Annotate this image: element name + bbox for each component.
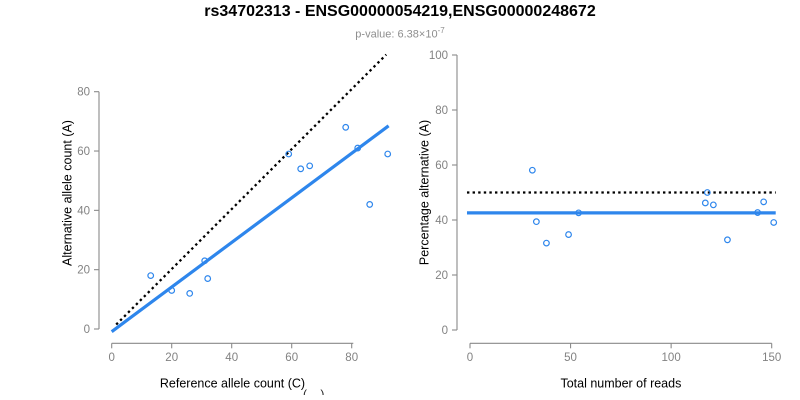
y-tick-label: 80 (77, 87, 90, 99)
x-tick-label: 80 (345, 352, 358, 364)
data-point (701, 199, 709, 207)
data-point (168, 287, 176, 294)
left-plot-group: 0 20 40 60 80 0 20 40 60 80 (77, 53, 392, 364)
y-tick-label: 0 (442, 325, 448, 337)
right-plot-group: 0 20 40 60 80 100 0 50 100 150 (429, 50, 781, 364)
data-point (204, 275, 212, 282)
x-tick-label: 20 (165, 352, 178, 364)
left-x-axis-label: Reference allele count (C) (160, 377, 305, 391)
data-point (186, 290, 194, 297)
data-point (575, 209, 583, 217)
x-tick-label: 50 (564, 352, 577, 364)
x-tick-label: 150 (762, 352, 781, 364)
y-tick-label: 60 (77, 146, 90, 158)
data-point (306, 162, 314, 170)
identity-line (115, 53, 388, 326)
right-x-axis-label: Total number of reads (560, 377, 681, 391)
data-point (724, 236, 731, 244)
x-tick-label: 100 (662, 352, 681, 364)
clipped-footer-text: ( ) (303, 388, 330, 395)
data-point (366, 201, 374, 208)
y-tick-label: 40 (77, 205, 90, 217)
data-point (543, 239, 550, 247)
regression-line (110, 124, 390, 333)
data-point (201, 257, 209, 265)
data-point (147, 272, 155, 280)
data-point (297, 165, 305, 173)
y-tick-label: 60 (435, 160, 448, 172)
data-point (384, 150, 392, 158)
y-tick-label: 80 (435, 105, 448, 117)
right-y-axis-label: Percentage alternative (A) (418, 120, 432, 265)
y-tick-label: 100 (429, 50, 448, 62)
data-point (285, 150, 293, 158)
data-point (709, 201, 717, 209)
left-y-axis-label: Alternative allele count (A) (61, 120, 75, 266)
chart-subtitle: p-value: 6.38×10-7 (0, 26, 800, 41)
chart-title: rs34702313 - ENSG00000054219,ENSG0000024… (204, 3, 596, 20)
data-point (354, 144, 362, 152)
x-tick-label: 0 (108, 352, 114, 364)
data-point (770, 219, 778, 226)
y-tick-label: 20 (77, 265, 90, 277)
data-point (532, 218, 540, 226)
data-point (342, 123, 350, 131)
data-point (754, 209, 762, 216)
y-tick-label: 20 (435, 270, 448, 282)
x-tick-label: 0 (467, 352, 473, 364)
x-tick-label: 60 (285, 352, 298, 364)
data-point (565, 231, 572, 238)
p-value-text: p-value: 6.38×10 (355, 28, 438, 41)
x-tick-label: 40 (225, 352, 238, 364)
p-value-exponent: -7 (437, 26, 445, 35)
y-tick-label: 40 (435, 215, 448, 227)
data-point (703, 189, 711, 196)
data-point (760, 198, 768, 206)
y-tick-label: 0 (84, 324, 90, 336)
data-point (528, 166, 536, 174)
